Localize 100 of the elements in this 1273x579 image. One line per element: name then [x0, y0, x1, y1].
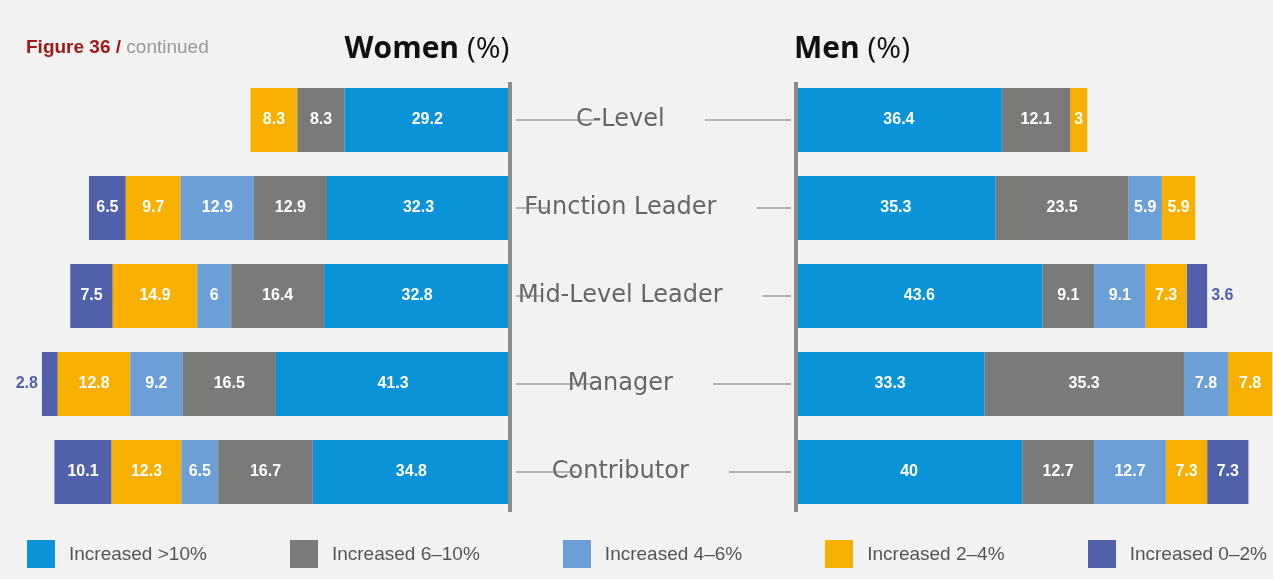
chart-title: Women (%) — [344, 26, 510, 67]
y-tick-label: Contributor — [551, 456, 689, 485]
y-tick-label: C-Level — [575, 104, 665, 133]
bar — [297, 88, 345, 152]
data-label: 6.5 — [188, 462, 211, 480]
data-label: 12.1 — [1020, 110, 1052, 128]
data-label: 33.3 — [874, 374, 906, 392]
bar — [995, 176, 1129, 240]
data-label: 9.7 — [142, 198, 165, 216]
data-label: 5.9 — [1134, 198, 1157, 216]
data-label: 43.6 — [903, 286, 935, 304]
data-label: 32.8 — [401, 286, 433, 304]
bar — [112, 264, 198, 328]
bar — [1145, 264, 1187, 328]
data-label: 9.1 — [1057, 286, 1080, 304]
bar — [1183, 352, 1229, 416]
y-tick-label: Function Leader — [524, 192, 717, 221]
bar — [70, 264, 113, 328]
bar — [180, 176, 254, 240]
data-label: 9.1 — [1108, 286, 1131, 304]
data-label: 6 — [209, 286, 219, 304]
bar — [344, 88, 510, 152]
bar — [125, 176, 181, 240]
data-label: 12.3 — [130, 462, 163, 480]
bar — [57, 352, 131, 416]
data-label: 14.9 — [139, 286, 171, 304]
data-label: 7.8 — [1239, 374, 1262, 392]
data-label: 7.8 — [1194, 374, 1218, 392]
bar — [1094, 440, 1166, 504]
legend-label: Increased 0–2% — [1128, 542, 1267, 566]
bar — [1186, 264, 1208, 328]
data-label: 23.5 — [1046, 198, 1078, 216]
bar — [1228, 352, 1273, 416]
data-label: 29.2 — [411, 110, 443, 128]
bar — [197, 264, 232, 328]
bar — [88, 176, 126, 240]
bar — [984, 352, 1184, 416]
legend-label: Increased >10% — [68, 542, 207, 566]
data-label: 2.8 — [15, 374, 39, 392]
bar — [1207, 440, 1249, 504]
bar — [218, 440, 313, 504]
data-label: 7.5 — [80, 286, 103, 304]
data-label: 12.7 — [1042, 462, 1074, 480]
bar — [312, 440, 510, 504]
bar — [796, 88, 1002, 152]
data-label: 35.3 — [880, 198, 912, 216]
data-label: 9.2 — [145, 374, 168, 392]
legend-label: Increased 6–10% — [330, 542, 480, 566]
data-label: 12.9 — [201, 198, 233, 216]
data-label: 12.8 — [78, 374, 110, 392]
bar — [130, 352, 183, 416]
bar — [796, 440, 1023, 504]
bar — [111, 440, 182, 504]
bar — [1161, 176, 1196, 240]
data-label: 35.3 — [1068, 374, 1100, 392]
data-label: 10.1 — [67, 462, 99, 480]
data-label: 16.4 — [262, 286, 294, 304]
bar — [275, 352, 510, 416]
data-label: 7.3 — [1175, 462, 1198, 480]
data-label: 6.5 — [96, 198, 119, 216]
bar — [182, 352, 276, 416]
data-label: 3 — [1074, 110, 1084, 128]
bar — [1042, 264, 1095, 328]
bar — [796, 264, 1043, 328]
data-label: 16.7 — [249, 462, 282, 480]
data-label: 40 — [900, 462, 919, 480]
legend-label: Increased 4–6% — [603, 542, 743, 566]
bar — [1094, 264, 1146, 328]
data-label: 12.9 — [274, 198, 307, 216]
bar — [54, 440, 112, 504]
bar — [1128, 176, 1162, 240]
data-label: 5.9 — [1167, 198, 1190, 216]
bar — [231, 264, 325, 328]
y-tick-label: Manager — [567, 368, 673, 397]
bar — [1070, 88, 1088, 152]
bar — [1165, 440, 1208, 504]
legend-label: Increased 2–4% — [866, 542, 1005, 566]
bar — [41, 352, 58, 416]
data-label: 8.3 — [262, 110, 286, 128]
data-label: 32.3 — [402, 198, 435, 216]
chart-title: Men (%) — [793, 26, 911, 67]
bar — [1001, 88, 1071, 152]
data-label: 12.7 — [1114, 462, 1146, 480]
data-label: 3.6 — [1211, 286, 1234, 304]
bar — [796, 176, 996, 240]
data-label: 34.8 — [395, 462, 428, 480]
bar — [1022, 440, 1095, 504]
data-label: 8.3 — [309, 110, 333, 128]
data-label: 7.3 — [1216, 462, 1240, 480]
data-label: 16.5 — [213, 374, 245, 392]
bar — [324, 264, 510, 328]
data-label: 36.4 — [883, 110, 915, 128]
bar — [181, 440, 219, 504]
bar — [253, 176, 327, 240]
data-label: 7.3 — [1155, 286, 1178, 304]
bar — [250, 88, 298, 152]
caption: Figure 36 / continued — [26, 36, 209, 58]
bar — [326, 176, 510, 240]
bar — [796, 352, 985, 416]
data-label: 41.3 — [377, 374, 409, 392]
